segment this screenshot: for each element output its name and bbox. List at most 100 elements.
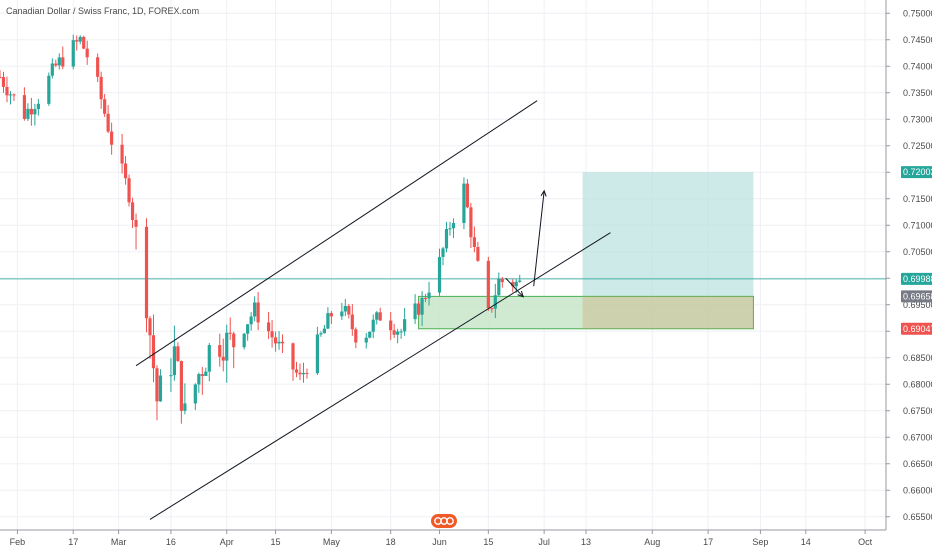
candle-body[interactable]: [444, 229, 449, 249]
candle-body[interactable]: [437, 256, 442, 293]
candle-body[interactable]: [82, 36, 86, 49]
candle-body[interactable]: [151, 335, 156, 369]
candle-body[interactable]: [197, 374, 201, 385]
trend-line[interactable]: [149, 232, 611, 520]
candle-body[interactable]: [518, 280, 522, 282]
candle-body[interactable]: [350, 314, 354, 330]
candle-body[interactable]: [155, 368, 159, 402]
candle-body[interactable]: [22, 95, 27, 119]
x-axis[interactable]: Feb 17 Mar 16 Apr 15 May 18 Jun 15 Jul 13 Aug 17 Sep 14…: [0, 529, 886, 547]
candle-body[interactable]: [106, 113, 110, 132]
candle-body[interactable]: [218, 345, 222, 357]
candle-body[interactable]: [1, 77, 6, 87]
candle-body[interactable]: [134, 219, 138, 227]
candle-body[interactable]: [399, 331, 403, 333]
candle-body[interactable]: [493, 295, 497, 309]
trend-line[interactable]: [135, 100, 538, 367]
candle-body[interactable]: [47, 75, 51, 104]
candle-body[interactable]: [54, 63, 58, 66]
candle-body[interactable]: [144, 226, 149, 319]
candle-body[interactable]: [368, 331, 372, 338]
tradingview-logo-icon[interactable]: [431, 514, 457, 528]
candle-body[interactable]: [120, 144, 124, 164]
candle-body[interactable]: [110, 131, 114, 145]
candle-body[interactable]: [273, 337, 278, 344]
candle-body[interactable]: [249, 316, 253, 325]
candle-body[interactable]: [375, 312, 379, 320]
candle-body[interactable]: [158, 375, 163, 402]
candle-body[interactable]: [57, 57, 61, 66]
candle-body[interactable]: [490, 308, 494, 310]
stop-zone[interactable]: [418, 295, 754, 330]
candle-body[interactable]: [228, 332, 232, 334]
candle-body[interactable]: [61, 57, 65, 67]
trend-line[interactable]: [505, 277, 524, 298]
candle-body[interactable]: [26, 108, 30, 119]
candle-body[interactable]: [329, 313, 333, 317]
candlestick-series[interactable]: [0, 34, 522, 424]
candle-body[interactable]: [183, 403, 187, 411]
candle-body[interactable]: [389, 320, 393, 331]
candle-body[interactable]: [451, 222, 456, 229]
candle-body[interactable]: [364, 337, 368, 343]
candle-body[interactable]: [200, 374, 204, 376]
candle-body[interactable]: [322, 328, 327, 334]
candle-body[interactable]: [462, 183, 466, 223]
candle-body[interactable]: [301, 372, 306, 375]
candle-body[interactable]: [0, 76, 2, 78]
candle-body[interactable]: [179, 361, 183, 411]
candle-body[interactable]: [347, 305, 351, 315]
candle-body[interactable]: [270, 331, 274, 338]
candle-body[interactable]: [176, 346, 180, 362]
candle-body[interactable]: [448, 228, 452, 230]
candle-body[interactable]: [465, 183, 470, 208]
candle-body[interactable]: [396, 331, 400, 335]
target-zone[interactable]: [582, 172, 754, 297]
candle-body[interactable]: [280, 341, 285, 344]
candle-body[interactable]: [50, 63, 54, 76]
candle-body[interactable]: [486, 260, 490, 309]
candle-body[interactable]: [340, 311, 344, 317]
candle-body[interactable]: [193, 384, 197, 404]
candle-body[interactable]: [99, 76, 103, 100]
candle-body[interactable]: [326, 313, 330, 329]
candle-body[interactable]: [71, 40, 75, 67]
candle-body[interactable]: [169, 375, 173, 377]
candle-body[interactable]: [12, 94, 16, 96]
candle-body[interactable]: [291, 343, 295, 370]
candle-body[interactable]: [8, 94, 13, 96]
candle-body[interactable]: [511, 282, 515, 287]
position-zones[interactable]: [0, 172, 886, 330]
candle-body[interactable]: [225, 332, 229, 361]
candle-body[interactable]: [29, 108, 33, 115]
candle-body[interactable]: [96, 57, 100, 77]
candle-body[interactable]: [85, 48, 89, 58]
candle-body[interactable]: [242, 333, 246, 348]
candle-body[interactable]: [127, 178, 131, 203]
candle-body[interactable]: [221, 356, 225, 361]
candle-body[interactable]: [207, 345, 211, 372]
candle-body[interactable]: [403, 319, 407, 332]
candle-body[interactable]: [266, 322, 271, 332]
candle-body[interactable]: [277, 341, 281, 344]
candle-body[interactable]: [420, 297, 424, 315]
candle-body[interactable]: [413, 303, 417, 320]
candle-body[interactable]: [354, 329, 358, 343]
candle-body[interactable]: [315, 334, 320, 374]
candle-body[interactable]: [130, 202, 135, 220]
candle-body[interactable]: [148, 318, 152, 336]
candle-body[interactable]: [476, 247, 480, 261]
candle-body[interactable]: [319, 333, 323, 335]
candle-body[interactable]: [103, 99, 107, 114]
candle-body[interactable]: [75, 40, 79, 42]
candle-body[interactable]: [427, 292, 431, 299]
candle-body[interactable]: [204, 371, 208, 376]
candle-body[interactable]: [123, 163, 128, 179]
candle-body[interactable]: [423, 297, 428, 299]
candle-body[interactable]: [5, 86, 9, 96]
candle-body[interactable]: [500, 278, 504, 283]
candle-body[interactable]: [343, 305, 347, 312]
candle-body[interactable]: [33, 109, 37, 115]
candle-body[interactable]: [472, 237, 476, 248]
